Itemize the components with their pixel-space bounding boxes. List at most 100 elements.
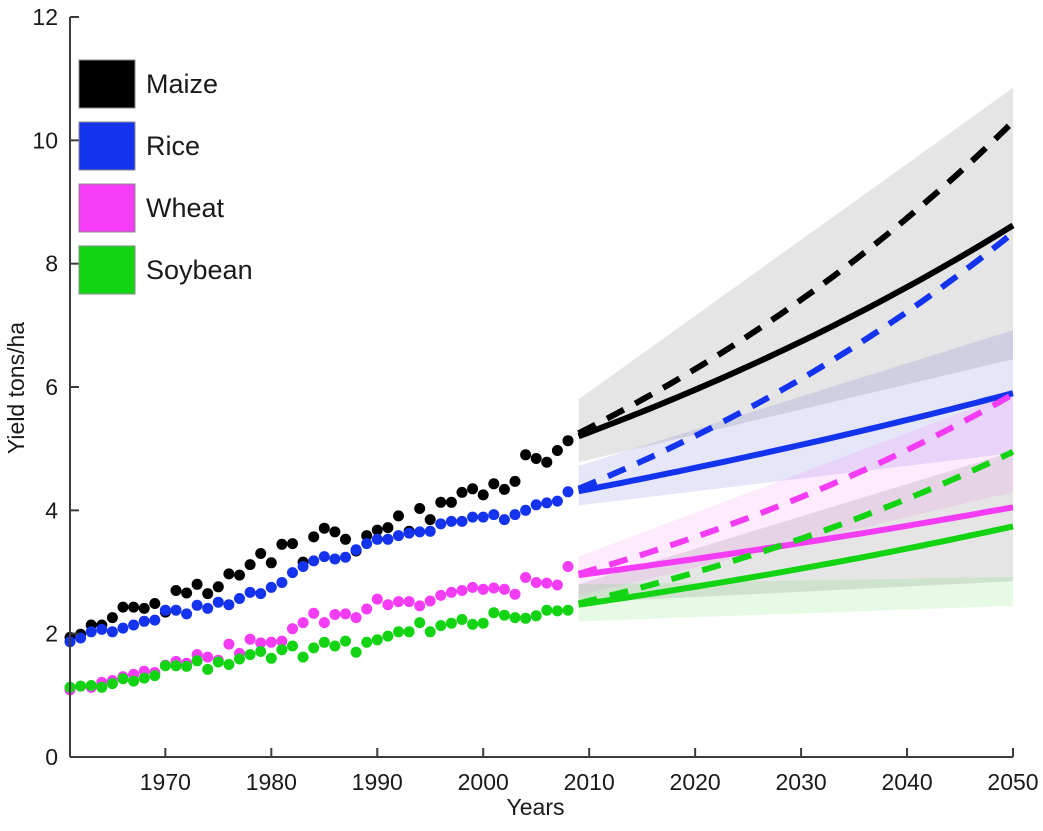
maize-observation-point (467, 483, 479, 495)
soybean-wide-ci-band (578, 451, 1013, 603)
rice-observation-point (403, 527, 415, 539)
maize-observation-point (276, 538, 288, 550)
rice-observation-point (212, 596, 224, 608)
rice-observation-point (467, 511, 479, 523)
maize-observation-point (509, 475, 521, 487)
soybean-observation-point (159, 660, 171, 672)
wheat-observation-point (488, 582, 500, 594)
wheat-observation-point (308, 607, 320, 619)
soybean-observation-point (202, 663, 214, 675)
maize-observation-point (393, 510, 404, 522)
soybean-observation-point (456, 614, 468, 625)
maize-observation-point (106, 612, 118, 624)
wheat-observation-point (265, 636, 277, 648)
maize-observation-point (265, 557, 277, 569)
rice-observation-point (170, 604, 182, 616)
rice-observation-point (308, 555, 320, 567)
maize-observation-point (498, 483, 510, 495)
soybean-observation-point (414, 617, 426, 629)
soybean-observation-point (498, 609, 510, 621)
soybean-observation-point (403, 626, 415, 638)
y-tick-label: 4 (45, 497, 58, 523)
rice-observation-point (530, 499, 542, 511)
rice-trend-line (578, 390, 1014, 495)
soybean-observation-point (329, 640, 341, 652)
rice-observation-point (202, 602, 214, 614)
legend-swatch-soybean (78, 245, 136, 295)
maize-observation-point (541, 456, 553, 468)
wheat-observation-point (562, 561, 574, 572)
rice-observation-point (191, 599, 203, 611)
rice-observation-point (350, 544, 362, 556)
maize-observation-point (562, 435, 574, 447)
rice-observation-point (435, 518, 447, 530)
rice-observation-point (223, 599, 235, 611)
rice-observation-point (297, 561, 309, 572)
soybean-observation-point (318, 636, 330, 648)
wheat-observation-point (520, 572, 532, 583)
rice-observation-point (340, 551, 351, 563)
legend-swatch-wheat (78, 183, 136, 233)
rice-observation-point (509, 509, 521, 521)
maize-observation-point (149, 598, 161, 609)
x-tick-label: 2050 (987, 769, 1038, 795)
maize-observation-point (530, 453, 542, 464)
rice-observation-point (520, 504, 532, 516)
soybean-observation-point (435, 620, 447, 632)
soybean-observation-point (509, 612, 521, 624)
soybean-observation-point (424, 626, 436, 638)
soybean-observation-point (265, 652, 277, 664)
maize-observation-point (212, 581, 224, 593)
maize-observation-point (181, 587, 193, 599)
y-tick-label: 8 (45, 251, 58, 277)
legend-swatch-maize (78, 59, 136, 109)
rice-observation-point (117, 622, 129, 634)
rice-observation-point (318, 551, 330, 563)
rice-observation-point (329, 553, 341, 565)
y-tick-label: 2 (45, 621, 58, 647)
rice-observation-point (138, 615, 150, 627)
x-tick-label: 2000 (458, 769, 509, 795)
legend-label-maize: Maize (146, 69, 218, 99)
soybean-observation-point (191, 655, 203, 667)
rice-observation-point (276, 577, 288, 588)
maize-observation-point (255, 548, 267, 559)
wheat-observation-point (435, 589, 447, 601)
soybean-observation-point (382, 630, 394, 642)
maize-trend-line (577, 222, 1015, 440)
rice-observation-point (234, 593, 245, 604)
maize-observation-point (361, 530, 373, 542)
x-tick-label: 2020 (670, 769, 721, 795)
maize-observation-point (223, 568, 235, 580)
maize-observation-point (287, 538, 298, 550)
maize-observation-point (244, 559, 256, 571)
wheat-observation-point (340, 608, 351, 620)
wheat-observation-point (414, 600, 426, 612)
rice-observation-point (265, 581, 277, 593)
maize-observation-point (170, 585, 182, 596)
soybean-observation-point (234, 653, 245, 665)
soybean-observation-point (393, 626, 404, 638)
soybean-observation-point (445, 617, 457, 629)
soybean-observation-point (530, 610, 542, 622)
maize-observation-point (202, 588, 214, 600)
wheat-observation-point (297, 617, 309, 629)
rice-observation-point (424, 525, 436, 537)
maize-observation-point (138, 602, 150, 614)
maize-observation-point (308, 531, 320, 543)
maize-observation-point (329, 526, 341, 538)
rice-observation-point (96, 623, 108, 635)
soybean-doubling-line (577, 449, 1015, 607)
maize-observation-point (318, 522, 330, 534)
x-tick-label: 2040 (881, 769, 932, 795)
maize-doubling-line (577, 119, 1016, 436)
soybean-observation-point (170, 660, 182, 672)
wheat-trend-line (578, 504, 1014, 579)
wheat-observation-point (424, 595, 436, 607)
rice-observation-point (488, 509, 500, 521)
maize-observation-point (445, 496, 457, 508)
soybean-observation-point (350, 646, 362, 658)
wheat-observation-point (467, 581, 479, 593)
wheat-observation-point (329, 609, 341, 620)
maize-observation-point (435, 496, 447, 508)
